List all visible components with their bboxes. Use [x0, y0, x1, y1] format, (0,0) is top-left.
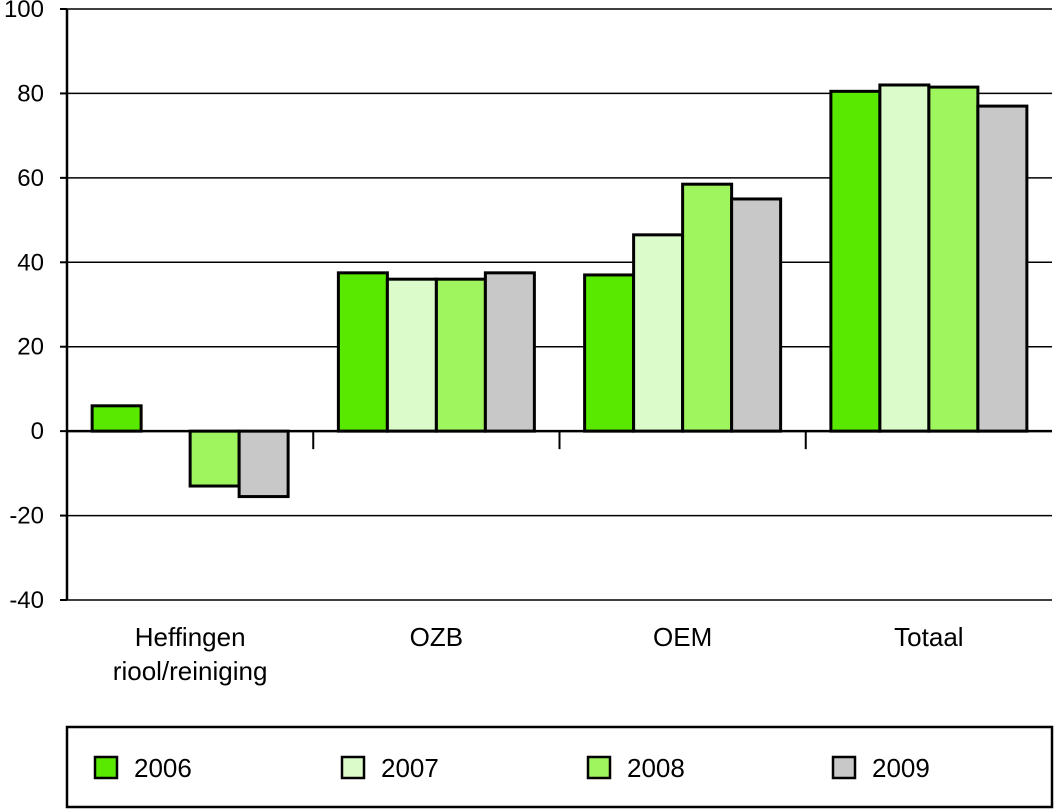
- bar-2008-cat2: [681, 182, 734, 433]
- bar-2007-cat3: [878, 83, 931, 433]
- bars: [90, 83, 1029, 499]
- axes: [60, 8, 1052, 601]
- x-category-label: OEM: [653, 622, 712, 652]
- bar-2007-cat1: [385, 277, 438, 433]
- bar-2006-cat3: [829, 89, 882, 433]
- bar-2008-cat0: [188, 429, 241, 488]
- bar-2009-cat2: [730, 197, 783, 433]
- y-tick-label: 100: [4, 0, 44, 23]
- bar-2009-cat3: [976, 104, 1029, 433]
- y-tick-label: 40: [17, 249, 44, 276]
- x-category-label: riool/reiniging: [113, 656, 268, 686]
- y-tick-label: 60: [17, 165, 44, 192]
- bar-2006-cat0: [90, 404, 143, 433]
- legend-label-2008: 2008: [627, 753, 685, 783]
- y-tick-label: -40: [9, 587, 44, 614]
- bar-2008-cat3: [927, 85, 980, 433]
- legend-box: [65, 725, 1054, 809]
- bar-2009-cat1: [483, 271, 536, 433]
- bar-2006-cat2: [583, 273, 636, 433]
- x-category-label: OZB: [410, 622, 463, 652]
- legend-swatch-2008: [586, 755, 612, 780]
- bar-2009-cat0: [237, 429, 290, 499]
- y-tick-label: 80: [17, 80, 44, 107]
- bar-2007-cat2: [632, 233, 685, 433]
- legend-swatch-2009: [831, 755, 857, 780]
- x-category-label: Totaal: [894, 622, 963, 652]
- y-tick-label: -20: [9, 503, 44, 530]
- y-tick-label: 0: [31, 418, 44, 445]
- axis-labels: -40 -20 0 20 40 60 80 100 Heffingen riool/reinigi…: [4, 0, 964, 686]
- bar-2006-cat1: [336, 271, 389, 433]
- legend-swatch-2006: [93, 755, 119, 780]
- x-category-label: Heffingen: [135, 622, 246, 652]
- bar-2008-cat1: [434, 277, 487, 433]
- legend-label-2009: 2009: [872, 753, 930, 783]
- y-tick-label: 20: [17, 334, 44, 361]
- legend-swatch-2007: [340, 755, 366, 780]
- legend-label-2007: 2007: [381, 753, 439, 783]
- legend-label-2006: 2006: [134, 753, 192, 783]
- legend: 2006 2007 2008 2009: [65, 725, 1054, 809]
